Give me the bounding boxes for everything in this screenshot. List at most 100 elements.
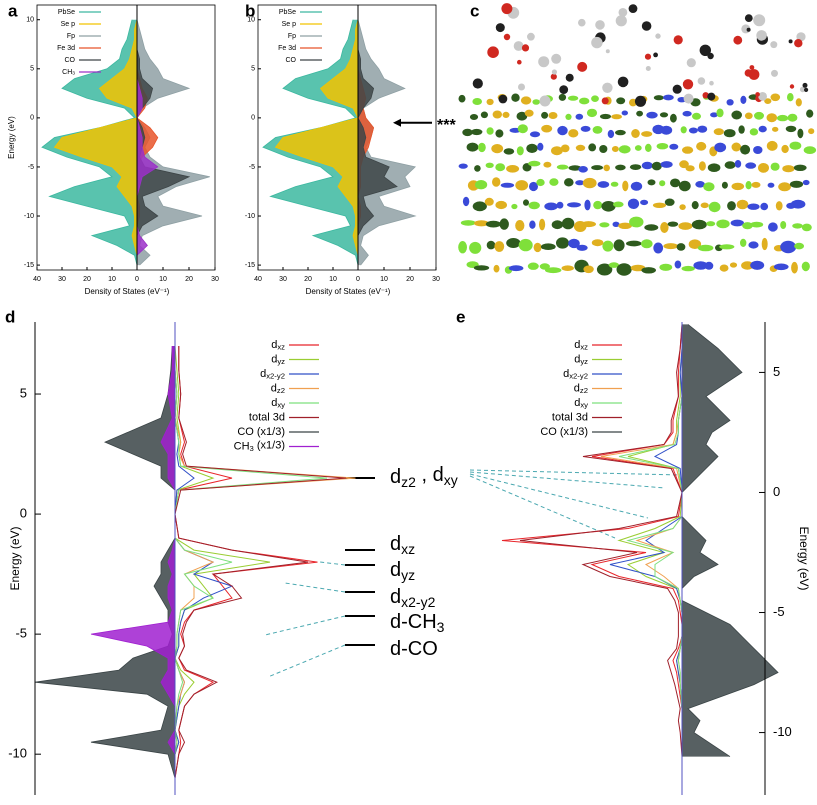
atom xyxy=(524,109,534,117)
atom xyxy=(541,111,549,119)
atom xyxy=(591,239,604,247)
atom xyxy=(520,96,532,105)
ligand-atom xyxy=(746,27,751,32)
atom xyxy=(660,161,673,168)
ligand-atom xyxy=(686,58,696,68)
atom xyxy=(730,219,744,227)
atom xyxy=(680,126,687,134)
atom xyxy=(789,141,802,150)
y-tick-label: -10 xyxy=(773,724,792,739)
atom xyxy=(462,128,473,137)
ligand-atom xyxy=(605,49,610,54)
panel-label: a xyxy=(8,1,18,20)
atom xyxy=(516,146,524,156)
atom xyxy=(652,202,667,208)
atom xyxy=(616,97,626,105)
legend-label: dyz xyxy=(574,353,588,366)
area xyxy=(35,346,175,779)
area xyxy=(137,19,158,266)
ligand-atom xyxy=(753,14,766,27)
atom xyxy=(719,264,729,272)
atom xyxy=(576,244,588,251)
atom xyxy=(539,218,546,231)
atom xyxy=(567,95,579,101)
atom xyxy=(740,238,747,247)
atom xyxy=(766,140,778,151)
atom xyxy=(499,218,509,230)
legend-label: PbSe xyxy=(58,9,75,16)
ligand-atom xyxy=(672,84,682,94)
atom xyxy=(579,97,590,105)
atom xyxy=(688,239,702,249)
atom xyxy=(731,182,745,191)
atom xyxy=(770,162,780,171)
atom xyxy=(592,125,603,134)
ligand-atom xyxy=(755,92,760,97)
legend-label: CO (x1/3) xyxy=(237,426,285,438)
image-panel xyxy=(458,0,817,276)
atom xyxy=(731,142,742,152)
y-tick-label: -10 xyxy=(245,213,255,220)
atom xyxy=(578,166,588,173)
atom xyxy=(641,161,653,170)
y-tick-label: 5 xyxy=(30,66,34,73)
atom xyxy=(631,129,640,138)
atom xyxy=(484,197,494,206)
annotation: d-CH3 xyxy=(390,611,445,634)
leader-line xyxy=(469,469,681,476)
y-tick-label: -5 xyxy=(773,604,785,619)
leader-line xyxy=(284,582,346,593)
annotation: *** xyxy=(437,117,456,134)
annotation-leaders xyxy=(264,469,681,678)
line xyxy=(618,324,683,757)
atom xyxy=(602,240,614,252)
atom xyxy=(651,161,662,171)
arrow-head xyxy=(393,118,401,127)
x-tick-label: 20 xyxy=(83,276,91,283)
annotation: dz2 , dxy xyxy=(390,464,458,489)
panel: PbSe Se p Fp Fe 3d CO CH3 -15 -10 -5 0 5 10 40 30 20 10… xyxy=(7,1,219,296)
ligand-atom xyxy=(595,20,605,30)
ligand-atom xyxy=(538,56,550,68)
legend-label: dxy xyxy=(271,397,285,410)
legend-label: dz2 xyxy=(271,382,285,395)
ligand-atom xyxy=(527,32,535,41)
atom xyxy=(500,182,515,188)
x-tick-label: 30 xyxy=(211,276,219,283)
panel-label: b xyxy=(245,1,255,20)
ligand-atom xyxy=(487,46,499,58)
atom xyxy=(458,241,467,254)
atom xyxy=(511,203,518,210)
atom xyxy=(558,93,567,101)
atom xyxy=(741,261,754,270)
atom xyxy=(630,181,643,191)
atom xyxy=(556,201,564,209)
atom xyxy=(775,201,783,211)
legend-label: Fp xyxy=(67,33,75,40)
atom xyxy=(485,220,501,228)
atom xyxy=(640,199,649,206)
atom xyxy=(539,263,550,270)
atom xyxy=(659,180,666,187)
atom xyxy=(567,202,581,208)
atom xyxy=(527,262,539,270)
atom xyxy=(703,182,715,192)
line xyxy=(174,346,318,779)
legend-label: CH3 (x1/3) xyxy=(234,439,285,453)
atom xyxy=(716,219,730,229)
atom xyxy=(727,201,736,211)
line xyxy=(90,346,176,779)
ligand-atom xyxy=(799,86,806,93)
legend-label: total 3d xyxy=(552,411,588,423)
atom xyxy=(678,222,693,230)
atom xyxy=(768,222,778,232)
legend-label: PbSe xyxy=(279,9,296,16)
area xyxy=(358,19,416,266)
line xyxy=(53,19,138,266)
atom xyxy=(526,143,538,153)
atom xyxy=(615,164,626,171)
legend-label: dx2-y2 xyxy=(260,368,285,381)
atom xyxy=(663,243,679,250)
atom xyxy=(726,99,734,106)
atom xyxy=(466,142,479,152)
